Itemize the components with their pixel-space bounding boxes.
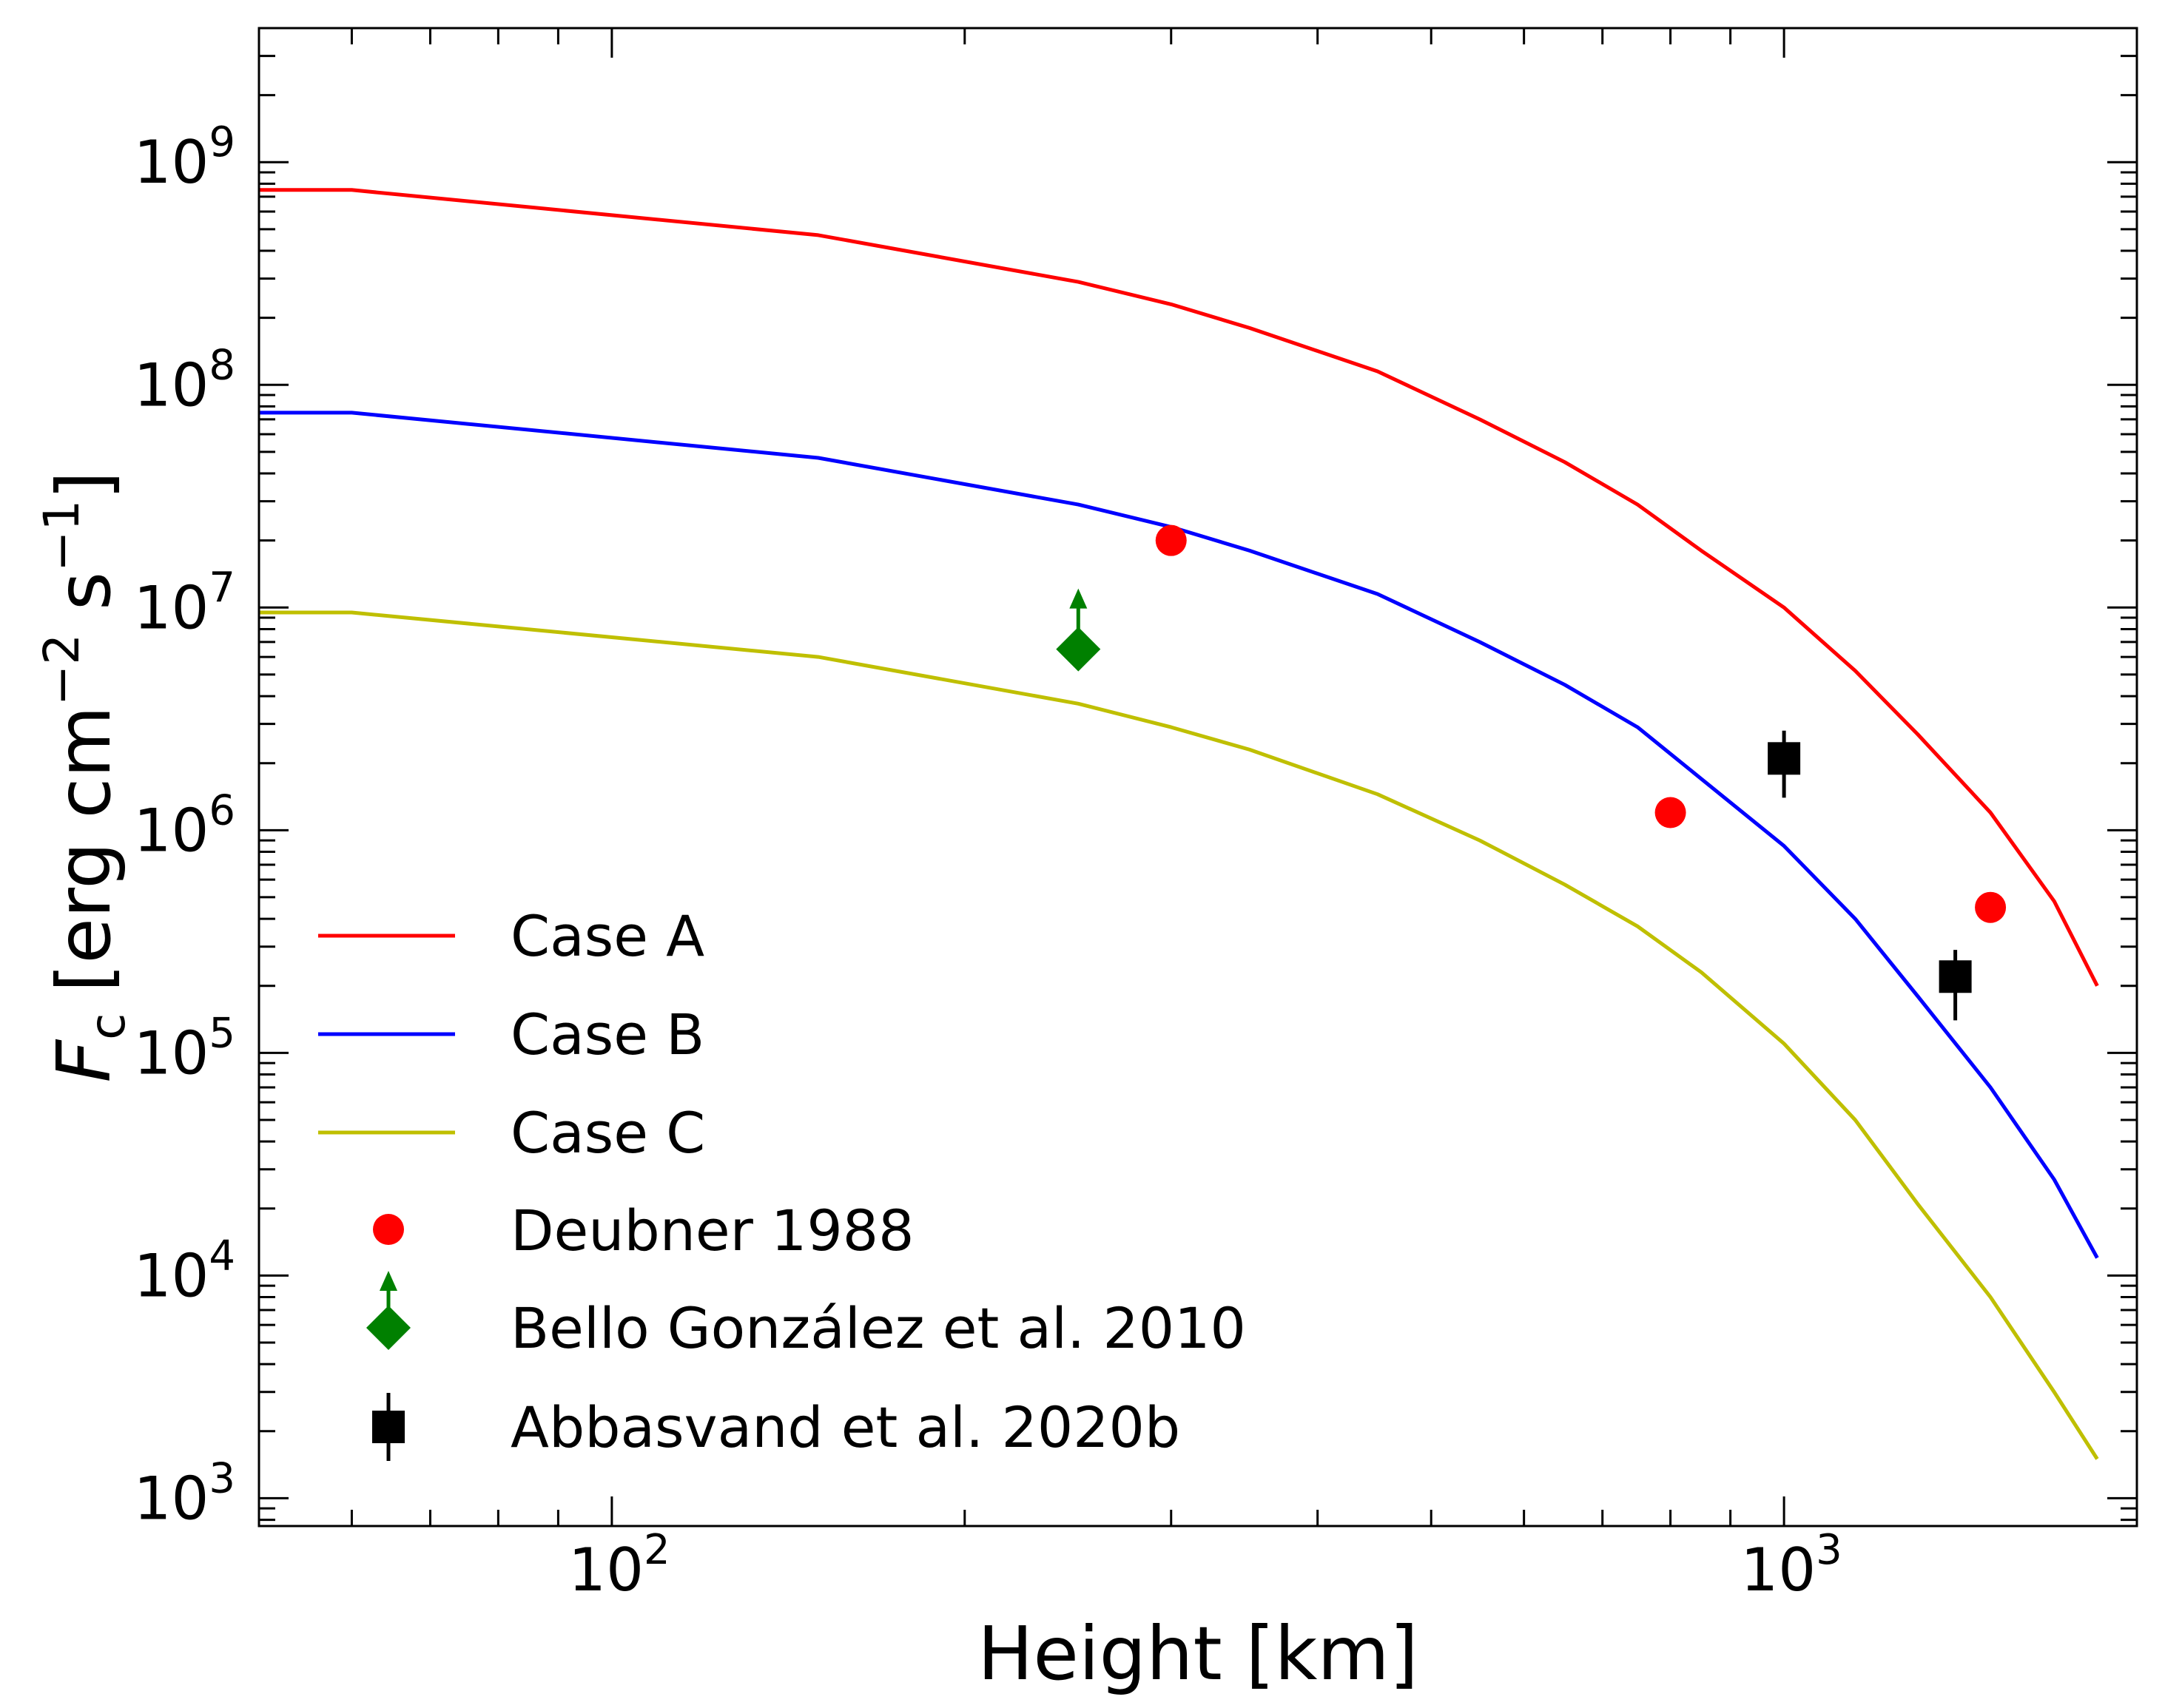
y-axis-units-open: [erg cm [41, 706, 127, 993]
y-tick-label: 106 [134, 786, 235, 865]
x-tick-labels: 102 103 [568, 1526, 1842, 1604]
plot-frame [257, 27, 2138, 1528]
y-tick-label: 103 [134, 1454, 235, 1533]
series-line-case-a [259, 188, 2099, 987]
legend-marker-bello [366, 1271, 411, 1350]
abbasvand-2020b-point [1939, 950, 1972, 1021]
y-tick-label: 104 [134, 1232, 235, 1310]
legend-label-bello: Bello González et al. 2010 [511, 1295, 1246, 1361]
deubner-1988-point [1654, 797, 1686, 828]
legend-label-case-a: Case A [511, 903, 704, 969]
y-axis-units-close: ] [41, 471, 127, 500]
y-axis-symbol: F [41, 1039, 127, 1082]
x-axis-title: Height [km] [977, 1610, 1418, 1697]
y-axis-units-mid: s [41, 572, 127, 634]
y-axis-units-exp1: −2 [33, 634, 90, 706]
series-line-case-b [259, 411, 2099, 1259]
y-axis-units-exp2: −1 [33, 500, 90, 572]
legend-label-abbasvand: Abbasvand et al. 2020b [511, 1394, 1180, 1460]
deubner-1988-point [1155, 524, 1187, 556]
series-line-case-c [259, 610, 2099, 1460]
y-tick-label: 108 [134, 341, 235, 419]
x-tick-label: 103 [1740, 1526, 1842, 1604]
abbasvand-2020b-point [1768, 730, 1801, 798]
deubner-1988-point [1975, 891, 2007, 923]
observation-markers [1056, 524, 2007, 1021]
y-tick-label: 107 [134, 564, 235, 642]
y-tick-label: 105 [134, 1009, 235, 1087]
y-axis-title: Fc [erg cm−2 s−1] [33, 471, 136, 1083]
y-tick-label: 109 [134, 118, 235, 197]
legend-label-case-c: Case C [511, 1100, 705, 1166]
legend-label-case-b: Case B [511, 1002, 704, 1067]
legend-marker-abbasvand [372, 1393, 405, 1461]
legend-marker-deubner [373, 1214, 404, 1245]
legend-label-deubner: Deubner 1988 [511, 1198, 914, 1263]
y-axis-subscript: c [79, 1013, 136, 1040]
legend: Case A Case B Case C Deubner 1988 Bello … [318, 903, 1246, 1461]
minor-ticks [257, 27, 2138, 1526]
series-lines [259, 188, 2099, 1460]
y-tick-labels: 103 104 105 106 107 108 109 [134, 118, 235, 1533]
bello-gonzalez-2010-point [1056, 588, 1101, 672]
x-tick-label: 102 [568, 1526, 670, 1604]
major-ticks [259, 28, 2137, 1526]
